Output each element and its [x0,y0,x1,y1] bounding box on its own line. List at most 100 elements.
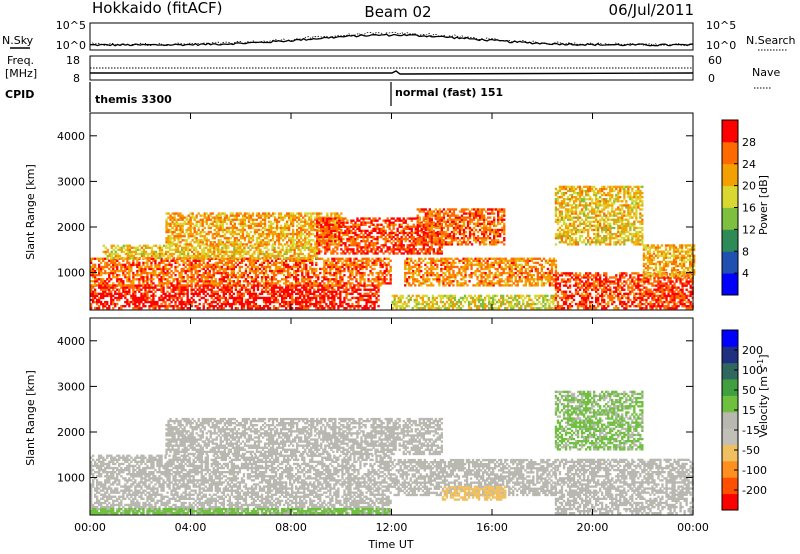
power-cell [339,271,342,275]
power-cell [281,294,284,298]
power-cell [326,225,329,228]
power-cell [299,294,302,298]
power-cell [327,284,330,287]
power-cell [362,233,365,237]
power-cell [295,271,298,275]
power-cell [140,284,143,287]
power-cell [377,305,380,308]
power-cell [212,265,215,269]
power-cell [448,222,452,226]
power-cell [434,212,438,215]
power-cell [466,222,470,226]
power-cell [305,298,308,302]
power-cell [249,222,253,226]
power-cell [170,305,173,308]
power-cell [114,302,117,306]
power-cell [179,218,182,221]
power-cell [168,261,171,265]
power-cell [174,265,177,269]
power-cell [96,280,99,283]
power-cell [220,271,224,275]
power-cell [240,284,244,287]
power-cell [260,263,264,267]
power-cell [336,223,339,226]
power-cell [344,217,347,220]
power-cell [304,239,307,242]
power-cell [230,290,234,293]
power-cell [448,218,452,221]
power-cell [333,271,336,275]
power-cell [261,244,264,247]
power-cell [146,259,149,262]
power-cell [106,307,109,310]
power-cell [373,263,376,267]
power-cell [211,244,214,247]
power-cell [309,290,312,293]
power-cell [396,246,399,249]
power-cell [228,302,232,306]
power-cell [273,226,277,230]
power-cell [122,286,125,289]
power-cell [334,246,337,249]
power-cell [146,254,150,258]
power-cell [322,242,325,245]
power-cell [182,307,185,310]
power-cell [284,226,287,230]
power-cell [316,225,319,228]
power-cell [272,294,276,298]
power-cell [205,239,208,242]
power-cell [368,242,371,245]
power-cell [278,271,282,275]
power-cell [195,224,198,228]
power-cell [252,259,256,262]
power-cell [290,241,293,244]
power-cell [452,228,456,232]
power-cell [295,307,298,310]
power-cell [146,290,149,293]
power-cell [299,269,302,273]
power-cell [289,276,292,279]
power-cell [199,244,202,247]
power-cell [372,217,375,220]
power-cell [241,248,244,252]
power-cell [258,267,262,271]
power-cell [406,231,409,235]
power-cell [432,229,436,233]
power-cell [106,265,109,269]
power-cell [154,254,158,258]
power-cell [205,241,208,244]
power-cell [293,263,296,267]
power-cell [217,243,220,246]
power-cell [170,300,173,304]
power-cell [343,296,346,300]
power-cell [416,237,419,240]
power-cell [420,243,423,246]
power-cell [94,282,97,285]
power-cell [276,294,280,298]
power-cell [178,292,181,296]
power-cell [322,217,325,220]
power-cell [277,243,281,246]
power-cell [158,265,161,269]
power-cell [357,263,360,267]
power-cell [283,256,286,260]
power-cell [206,265,209,269]
power-cell [233,232,237,236]
power-cell [318,229,321,233]
power-cell [258,284,262,287]
power-cell [279,248,282,252]
power-cell [198,286,201,289]
power-cell [247,220,251,223]
power-cell [138,269,141,273]
power-cell [304,228,307,232]
nsky-panel: N.Sky 10^5 10^0 10^5 10^0 N.Search [2,19,796,52]
power-cell [196,259,199,262]
power-cell [335,267,338,271]
power-cell [315,284,318,287]
power-cell [165,226,168,230]
power-cell [317,282,320,285]
power-cell [352,227,355,231]
power-cell [201,228,204,232]
power-cell [420,221,423,224]
power-cell [233,226,237,230]
